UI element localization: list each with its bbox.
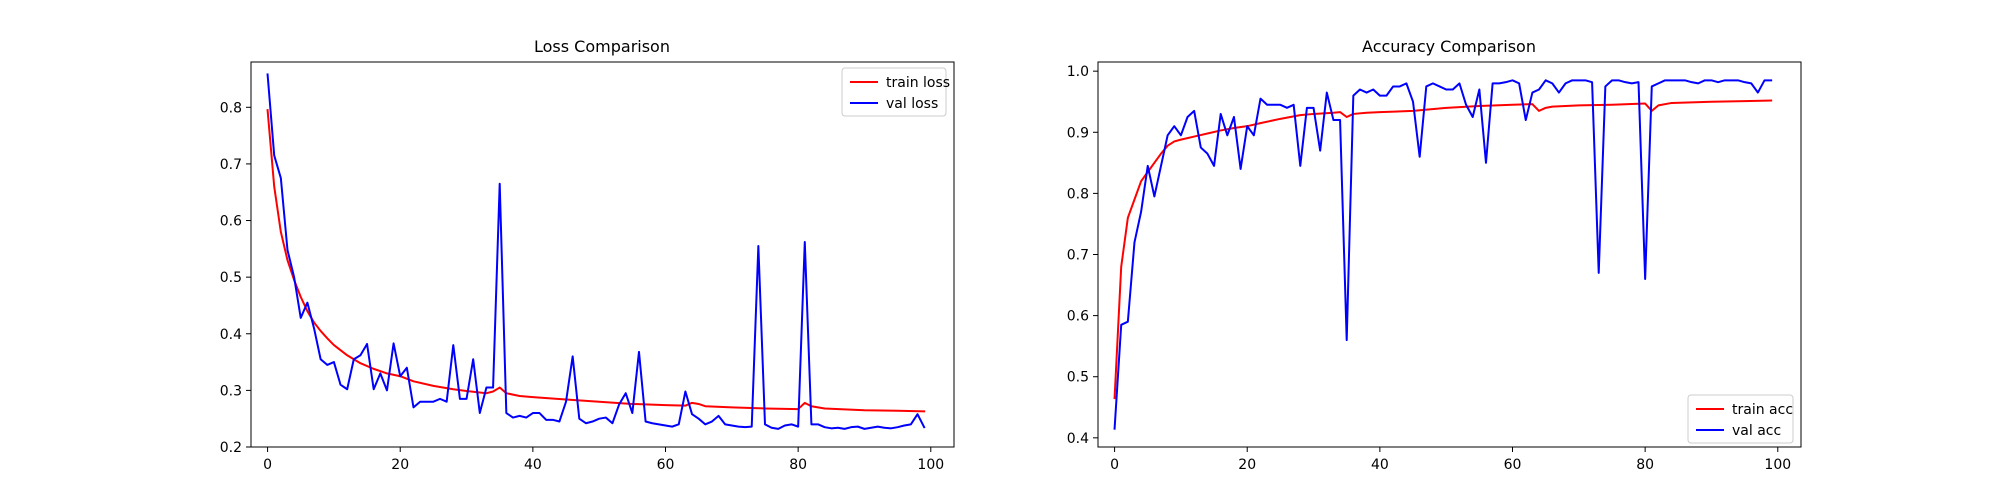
loss-x-tick-label: 40: [524, 457, 542, 473]
loss-legend-label: val loss: [886, 96, 938, 112]
loss-chart-title: Loss Comparison: [534, 37, 670, 56]
accuracy-chart-title: Accuracy Comparison: [1362, 37, 1536, 56]
accuracy-plot-area: 0 20 40 60 80 100 0.4 0.5 0.6 0.7 0.8 0.9 1.0 train a…: [1067, 61, 1802, 473]
accuracy-legend: train acc val acc: [1687, 394, 1794, 444]
accuracy-y-tick-label: 0.7: [1067, 248, 1089, 264]
accuracy-x-tick-label: 100: [1764, 457, 1791, 473]
loss-x-tick-label: 0: [263, 457, 272, 473]
loss-y-tick-label: 0.8: [220, 100, 242, 116]
accuracy-y-tick-label: 0.8: [1067, 186, 1089, 202]
accuracy-series-val-acc: [1113, 79, 1773, 430]
loss-x-tick-label: 20: [391, 457, 409, 473]
loss-y-tick-label: 0.4: [220, 327, 242, 343]
loss-y-tick-label: 0.3: [220, 383, 242, 399]
accuracy-chart: Accuracy Comparison 0 20 40 60 80 100 0.4 0.5 0.…: [1067, 37, 1802, 473]
loss-y-tick-label: 0.2: [220, 440, 242, 456]
loss-y-tick-label: 0.6: [220, 214, 242, 230]
loss-series-val-loss: [266, 73, 926, 430]
accuracy-y-tick-label: 0.9: [1067, 125, 1089, 141]
loss-plot-area: 0 20 40 60 80 100 0.2 0.3 0.4 0.5 0.6 0.7 0.8 train l…: [220, 61, 955, 473]
loss-chart: Loss Comparison 0 20 40 60 80 100 0.2 0.3 0.4 0.5…: [220, 37, 955, 473]
accuracy-x-tick-label: 0: [1110, 457, 1119, 473]
loss-legend-label: train loss: [886, 75, 950, 91]
loss-x-tick-label: 60: [657, 457, 675, 473]
loss-x-tick-label: 100: [917, 457, 944, 473]
loss-legend: train loss val loss: [841, 67, 950, 117]
accuracy-legend-label: val acc: [1732, 423, 1781, 439]
accuracy-y-tick-label: 1.0: [1067, 64, 1089, 80]
accuracy-x-tick-label: 20: [1238, 457, 1256, 473]
loss-y-tick-label: 0.5: [220, 270, 242, 286]
accuracy-y-tick-label: 0.6: [1067, 309, 1089, 325]
accuracy-series-train-acc: [1113, 99, 1773, 400]
accuracy-legend-label: train acc: [1732, 402, 1793, 418]
loss-x-tick-label: 80: [789, 457, 807, 473]
accuracy-x-tick-label: 80: [1636, 457, 1654, 473]
accuracy-x-tick-label: 60: [1504, 457, 1522, 473]
loss-axes-frame: [250, 61, 955, 448]
accuracy-x-tick-label: 40: [1371, 457, 1389, 473]
accuracy-y-tick-label: 0.5: [1067, 370, 1089, 386]
accuracy-y-tick-label: 0.4: [1067, 431, 1089, 447]
loss-y-tick-label: 0.7: [220, 157, 242, 173]
